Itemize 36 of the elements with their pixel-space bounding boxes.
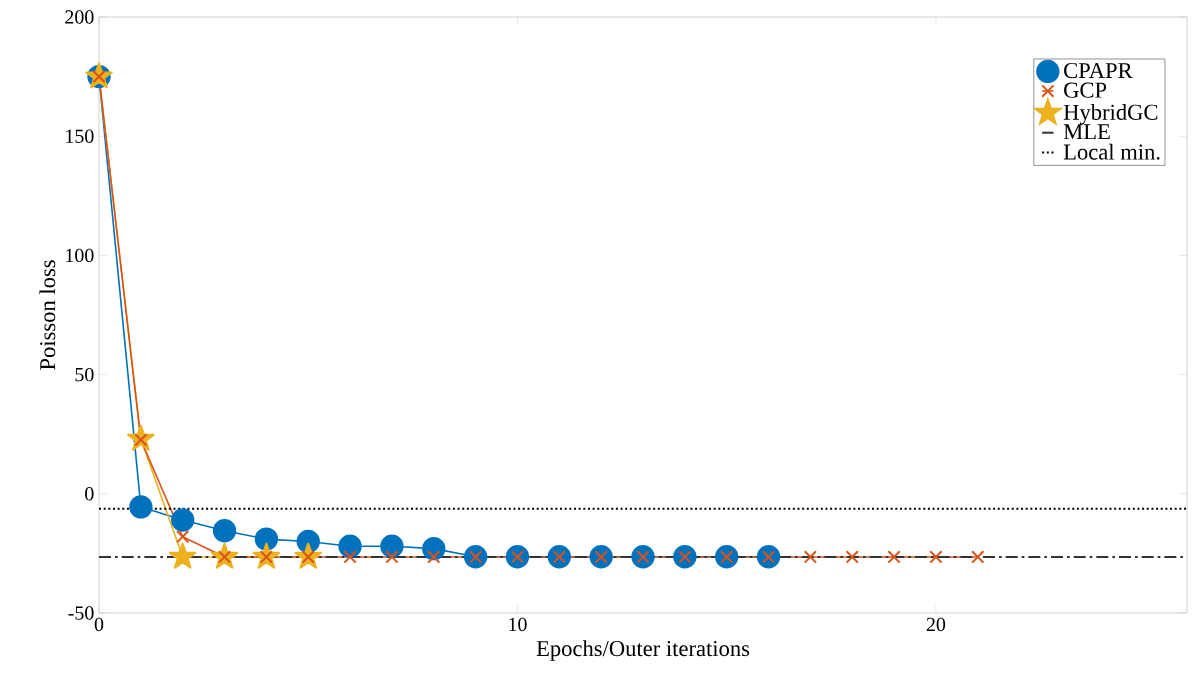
x-tick-label: 0	[94, 617, 104, 632]
legend-label: Local min.	[1063, 143, 1160, 160]
point	[217, 550, 232, 564]
y-tick-label: 200	[65, 10, 94, 24]
point	[176, 530, 190, 544]
point	[380, 534, 404, 558]
point	[254, 527, 279, 551]
y-tick-label: 150	[66, 129, 94, 143]
legend-label: CPAPR	[1064, 62, 1133, 79]
legend-label: GCP	[1064, 82, 1107, 98]
point	[169, 542, 197, 569]
point	[171, 508, 195, 532]
point	[212, 519, 237, 543]
point	[134, 433, 148, 447]
point	[929, 550, 943, 564]
point	[887, 550, 901, 564]
point	[427, 550, 441, 564]
x-tick-label: 10	[509, 617, 527, 632]
y-tick-label: -50	[68, 606, 94, 620]
point	[803, 550, 818, 564]
y-axis-title: Poisson loss	[39, 260, 56, 370]
y-tick-label: 0	[85, 487, 94, 501]
point	[259, 550, 274, 564]
y-tick-label: 50	[75, 367, 94, 382]
x-tick-label: 20	[926, 617, 946, 632]
point	[971, 550, 985, 564]
legend-label: MLE	[1063, 124, 1110, 140]
point	[301, 550, 315, 564]
y-tick-label: 100	[66, 248, 94, 263]
point	[338, 534, 362, 558]
point	[129, 495, 153, 519]
legend-label: HybridGC	[1063, 104, 1158, 125]
x-axis-title: Epochs/Outer iterations	[536, 640, 750, 661]
point	[845, 550, 859, 564]
point	[343, 550, 357, 564]
point	[385, 550, 399, 564]
